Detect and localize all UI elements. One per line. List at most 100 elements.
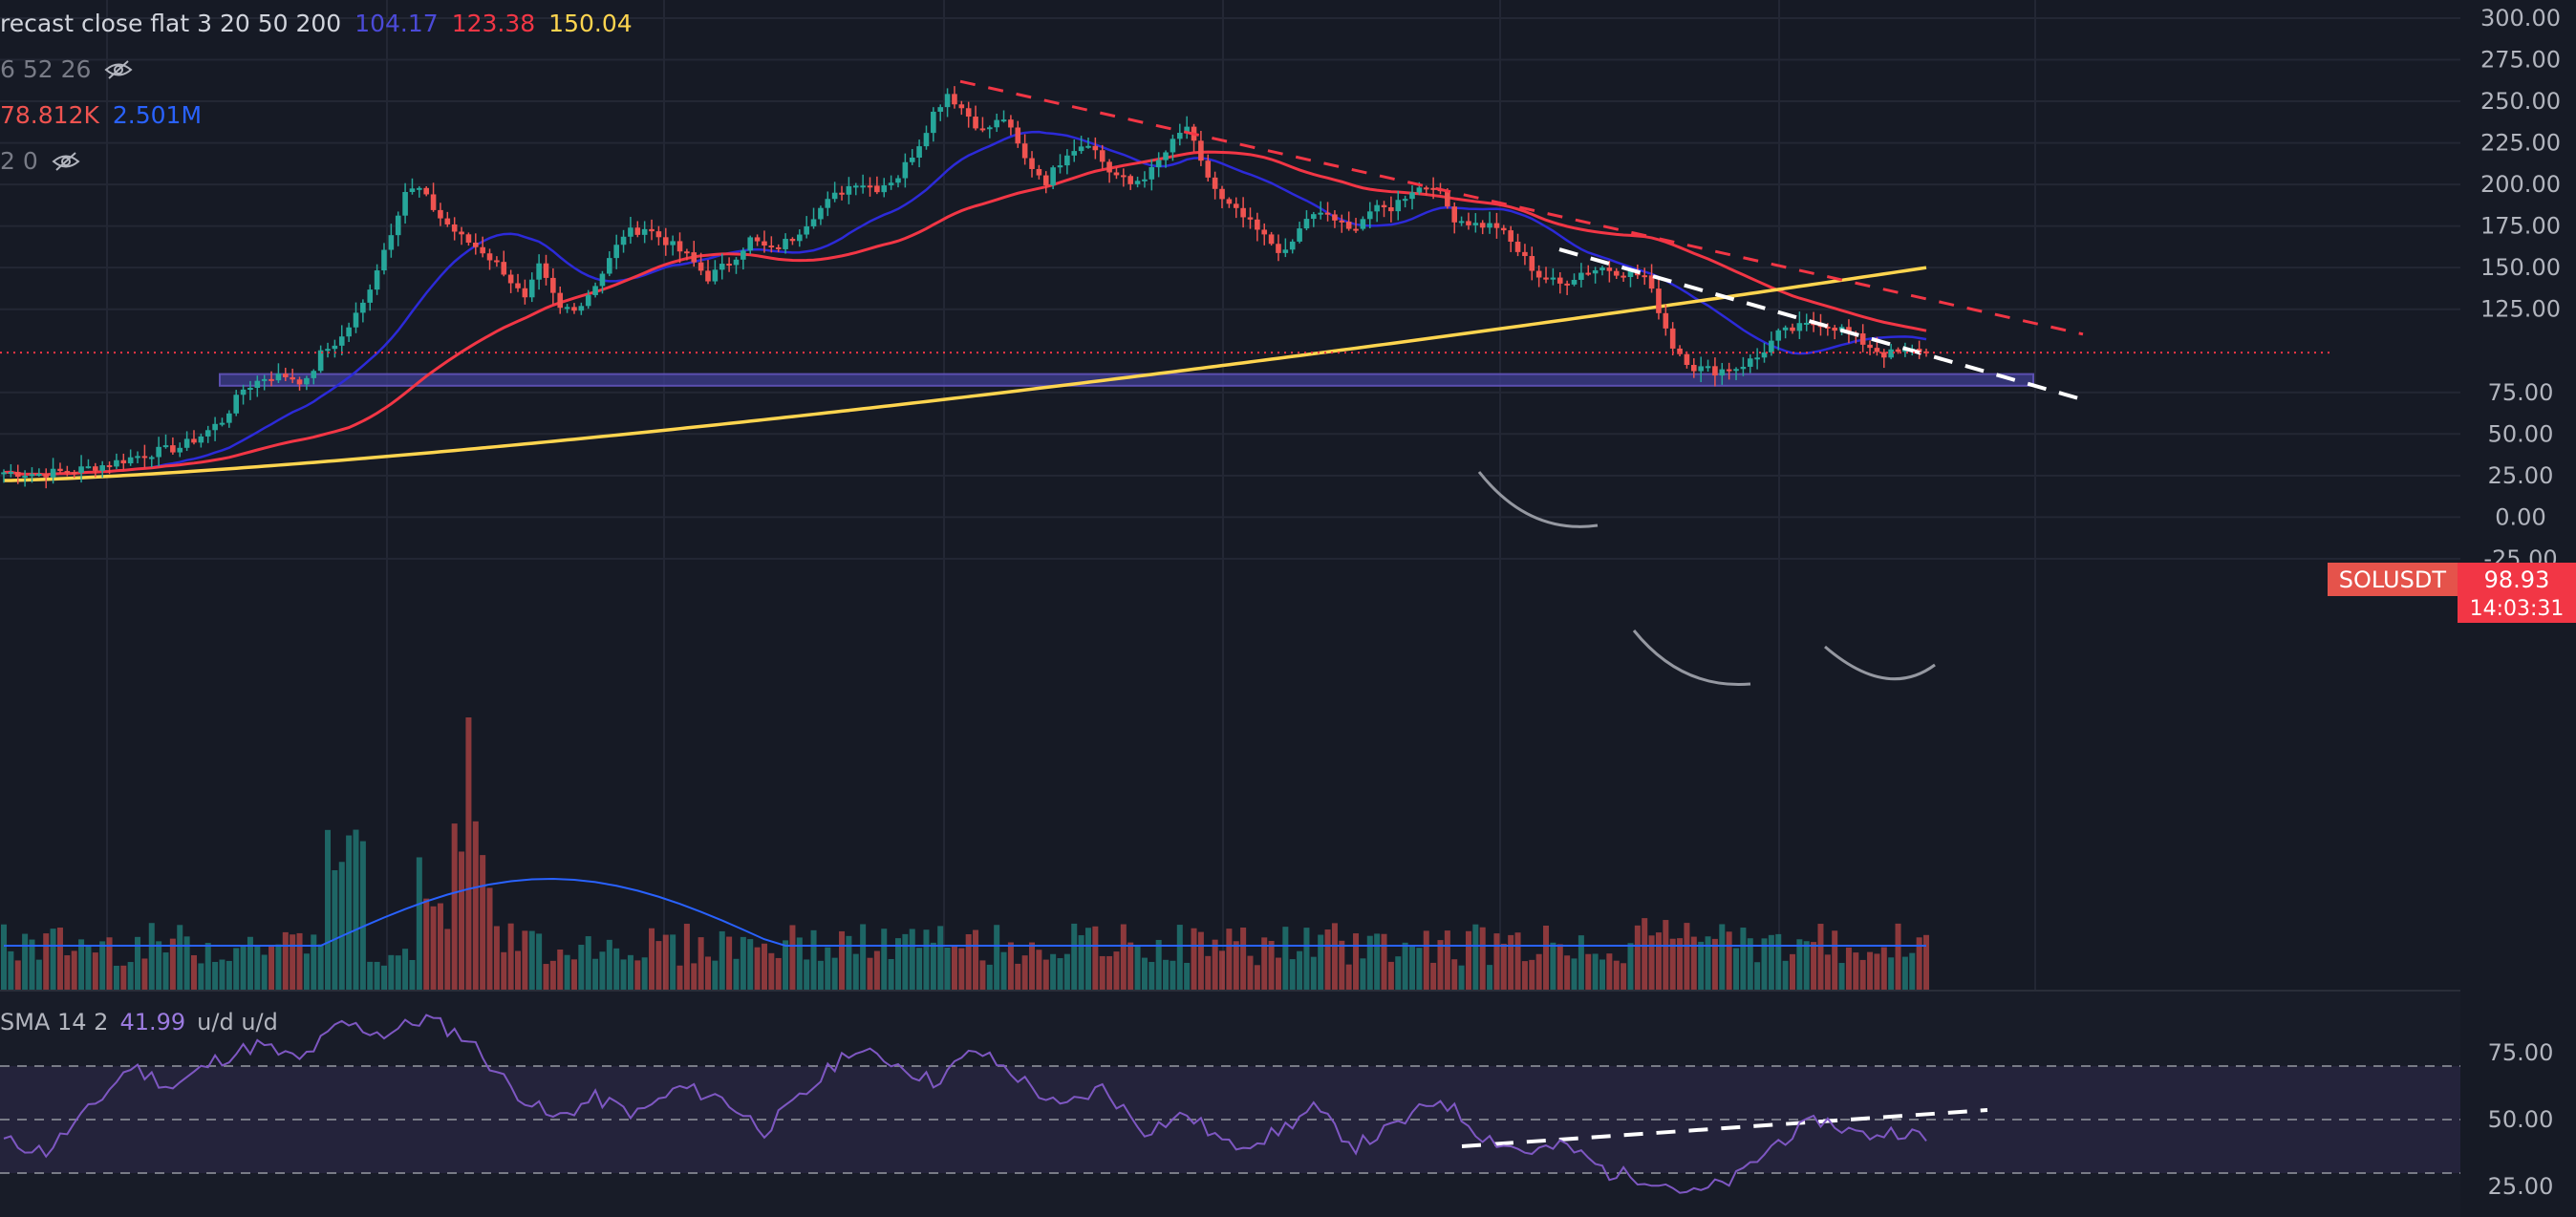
volume-bar (557, 949, 564, 990)
candle-body (1895, 349, 1901, 352)
candle-body (839, 192, 845, 195)
volume-bar (592, 958, 599, 990)
volume-bar (1275, 957, 1281, 990)
indicator-legend-4[interactable]: 2 0 (0, 147, 80, 175)
candle-body (515, 283, 521, 288)
candle-body (1747, 358, 1753, 367)
rsi-tick-label: 50.00 (2488, 1106, 2554, 1133)
volume-bar (402, 949, 409, 990)
candle-body (507, 274, 514, 284)
indicator-legend-2[interactable]: 6 52 26 (0, 55, 133, 83)
candle-body (888, 182, 894, 186)
candle-body (1578, 272, 1584, 280)
volume-bar (1789, 953, 1795, 990)
volume-bar (1078, 935, 1084, 990)
candles (1, 86, 1929, 489)
candle-body (438, 209, 443, 219)
candle-body (1106, 161, 1112, 173)
eye-hidden-icon[interactable] (104, 59, 133, 80)
rsi-tick-label: 75.00 (2488, 1039, 2554, 1066)
candle-body (183, 438, 190, 448)
volume-ma-value: 2.501M (112, 101, 203, 129)
candle-body (1642, 275, 1648, 278)
candle-body (994, 119, 999, 128)
volume-bar (839, 930, 846, 990)
candle-body (1648, 275, 1655, 289)
volume-bar (649, 928, 655, 990)
grid (0, 0, 2460, 1217)
volume-bar (1811, 942, 1817, 990)
volume-bar (804, 959, 810, 990)
volume-bar (56, 928, 63, 990)
candle-body (1332, 214, 1338, 221)
candle-body (1176, 133, 1183, 139)
ma50-line (3, 150, 1927, 477)
volume-bar (1289, 959, 1296, 990)
rsi-value: 41.99 (119, 1009, 186, 1036)
volume-bar (367, 961, 374, 990)
candle-body (1775, 330, 1782, 341)
candle-body (550, 277, 556, 293)
candle-body (613, 245, 619, 259)
candle-body (1712, 366, 1718, 376)
volume-bar (719, 930, 725, 990)
volume-bar (1493, 933, 1500, 990)
volume-bar (1444, 930, 1450, 990)
volume-bar (634, 960, 641, 990)
volume-bar (8, 950, 14, 990)
rsi-legend[interactable]: SMA 14 2 41.99 u/d u/d (0, 1009, 278, 1036)
candle-body (1874, 348, 1880, 352)
candle-body (1092, 145, 1099, 151)
eye-hidden-icon[interactable] (52, 151, 80, 172)
candle-body (676, 241, 683, 252)
volume-bar (810, 929, 817, 990)
candle-body (346, 327, 352, 337)
volume-bar (1458, 965, 1465, 990)
volume-bar (1197, 931, 1204, 990)
price-tick-label: 175.00 (2480, 213, 2561, 240)
volume-bar (317, 944, 324, 990)
volume-bar (1901, 956, 1908, 990)
volume-bar (1556, 944, 1563, 990)
candle-body (578, 306, 585, 311)
volume-bar (965, 933, 972, 990)
candle-body (923, 133, 930, 147)
volume-legend[interactable]: 78.812K 2.501M (0, 101, 202, 129)
volume-bar (768, 952, 775, 990)
volume-bar (1374, 933, 1381, 990)
candle-body (381, 249, 387, 271)
volume-bar (1880, 947, 1887, 990)
volume-bar (1050, 953, 1057, 990)
candle-body (501, 262, 507, 275)
support-zone (219, 373, 2034, 387)
candle-body (1508, 230, 1513, 243)
candle-body (106, 465, 113, 468)
volume-bar (1084, 928, 1091, 990)
indicator-legend-ma[interactable]: recast close flat 3 20 50 200 104.17 123… (0, 10, 633, 37)
candle-body (71, 472, 77, 475)
volume-bar (1832, 930, 1838, 990)
candle-body (1740, 366, 1747, 370)
volume-bar (282, 931, 289, 990)
volume-bar (1550, 942, 1556, 990)
volume-bar (754, 947, 761, 990)
candle-body (1261, 229, 1268, 235)
volume-bar (64, 955, 71, 990)
volume-bar (1613, 960, 1620, 990)
volume-bar (1120, 924, 1127, 990)
volume-bar (1564, 955, 1571, 990)
candle-body (810, 219, 817, 226)
volume-bar (1592, 953, 1599, 990)
candle-body (472, 242, 479, 247)
candle-body (64, 471, 71, 474)
volume-bar (127, 962, 134, 990)
volume-bar (493, 926, 500, 990)
candle-body (1458, 221, 1465, 224)
candle-body (1289, 241, 1296, 250)
volume-bar (374, 961, 380, 990)
candle-body (226, 413, 232, 423)
volume-bar (1909, 952, 1916, 990)
volume-bar (570, 959, 577, 990)
candle-body (818, 207, 824, 220)
